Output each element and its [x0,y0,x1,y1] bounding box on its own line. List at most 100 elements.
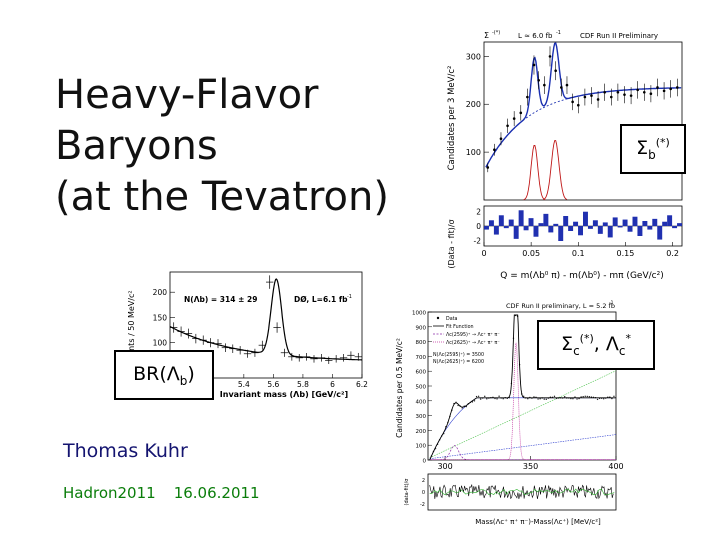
title-line-2: Baryons [55,123,218,169]
sigma-b-data-point [596,98,600,101]
sigma-c-data-point [461,407,463,409]
sigma-b-data-point [532,63,536,67]
lambda-b-y-tick-label: 100 [153,339,168,348]
sigma-c-data-point [457,404,459,407]
presentation-date: 16.06.2011 [173,484,260,502]
sigma-c-data-point [523,395,525,397]
lambda-b-yield: N(Λb) = 314 ± 29 [184,295,257,304]
sigma-b-resid-bar [583,211,588,226]
sigma-b-resid-bar [513,226,519,239]
sigma-b-plot: Σ -(*) L ≈ 6.0 fb -1 CDF Run II Prelimin… [432,28,688,281]
sigma-b-resid-bar [528,218,534,226]
sigma-c-2625-curve [429,342,616,461]
sigma-b-resid-bar [592,220,598,226]
sigma-c-data-point [475,395,478,398]
sigma-c-y-tick-label: 800 [416,340,427,346]
sigma-b-resid-bar [627,226,633,232]
sigma-b-data-point [583,95,587,99]
sigma-c-x-tick-label: 300 [437,462,452,471]
sigma-b-data-point [675,86,679,89]
sigma-c-y-tick-label: 700 [416,355,427,361]
title-line-1: Heavy-Flavor [55,72,319,118]
sigma-b-resid-bar [558,226,564,241]
sigma-b-x-tick-label: 0.2 [666,249,679,258]
sigma-c-header: CDF Run II preliminary, L = 5.2 fb [506,302,615,310]
sigma-b-data-point [493,148,496,152]
sigma-c-y-tick-label: 400 [416,399,427,405]
sigma-c-data-point [477,395,480,398]
lambda-b-y-tick-label: 200 [153,288,168,297]
sigma-b-header: Σ -(*) L ≈ 6.0 fb -1 CDF Run II Prelimin… [484,30,658,40]
sigma-c-data-point [537,398,539,400]
sigma-b-resid-bar [488,220,494,226]
sigma-c-legend-entry: Data [446,316,458,322]
sigma-b-resid-bar [612,217,618,226]
sigma-b-data-point [548,55,552,58]
sigma-b-resid-bar [543,213,549,226]
sigma-c-data-point [586,395,588,398]
sigma-b-resid-bar [508,219,514,226]
sigma-c-data-point [570,397,572,400]
sigma-c-y-tick-label: 100 [416,444,427,450]
sigma-b-resid-bar [538,223,544,226]
sigma-b-header-lumi-sup: -1 [556,30,561,36]
sigma-c-data-point [543,398,545,400]
sigma-c-resid-tick-label: 2 [422,478,425,484]
sigma-b-resid-bar [503,226,509,229]
sigma-b-data-point [669,87,672,91]
lambda-b-x-tick-label: 5.8 [297,380,309,389]
title-line-3: (at the Tevatron) [55,174,389,220]
sigma-b-data-point [571,100,574,104]
sigma-b-fit-curve [485,42,682,168]
sigma-c-ylabel: Candidates per 0.5 MeV/c² [395,338,404,438]
sigma-b-data-point [537,79,540,82]
slide-title: Heavy-Flavor Baryons (at the Tevatron) [55,70,389,223]
sigma-c-data-point [496,398,498,400]
sigma-c-resid-label: (data-fit)/σ [404,478,410,506]
sigma-c-data-point [553,395,556,398]
sigma-b-resid-bar [617,226,623,228]
sigma-b-resid-bar [662,221,668,226]
sigma-b-header-exp: CDF Run II Preliminary [580,32,658,40]
sigma-c-chart: CDF Run II preliminary, L = 5.2 fb -1 Ca… [395,300,624,526]
sigma-b-data-point [576,103,580,107]
sigma-c-x-tick-label: 350 [523,462,538,471]
sigma-b-resid-bar [498,215,504,226]
sigma-b-xlabel: Q = m(Λb⁰ π) - m(Λb⁰) - mπ (GeV/c²) [500,271,663,281]
sigma-b-data-point [543,83,546,87]
sigma-b-header-symbol: Σ [484,31,489,40]
sigma-c-data-point [613,395,615,398]
sigma-c-xlabel: Mass(Λc⁺ π⁺ π⁻)-Mass(Λc⁺) [MeV/c²] [475,518,601,526]
sigma-c-data-point [580,396,582,398]
sigma-b-resid-bar [672,226,678,229]
lambda-b-xlabel: Invariant mass (Λb) [GeV/c²] [220,390,348,399]
sigma-b-data-point [656,86,659,89]
sigma-b-resid-label: (Data - fit)/σ [447,219,456,268]
sigma-c-label: Σc(*), Λc* [561,332,631,358]
sigma-c-data-point [486,398,488,400]
sigma-b-frame [483,41,683,201]
sigma-b-data-point [642,90,646,94]
sigma-c-data-point [576,398,578,400]
lambda-b-frame [169,271,363,379]
sigma-b-label: Σb(*) [636,136,670,162]
sigma-c-data-point [602,398,605,400]
lambda-b-plot: Events / 50 MeV/c² Invariant mass (Λb) [… [122,268,370,399]
sigma-b-data-point [560,86,563,89]
sigma-c-blue-bg-curve [429,434,617,459]
sigma-b-resid-bar [568,226,574,231]
sigma-c-data-point [484,395,486,398]
sigma-b-x-tick-label: 0 [481,249,486,258]
sigma-b-resid-bar [657,226,663,240]
sigma-b-data-point [629,94,633,97]
sigma-c-data-point [527,397,529,400]
lambda-b-lumi-sup: -1 [347,294,352,300]
sigma-b-resid-bar [493,226,499,235]
sigma-b-resid-bar [637,226,643,236]
sigma-c-data-point [572,397,574,400]
sigma-b-data-point [486,166,490,169]
sigma-b-data-point [603,90,606,94]
sigma-c-resid-frame [427,473,617,511]
sigma-c-combinatorial-curve [429,397,616,461]
sigma-c-y-tick-label: 200 [416,429,427,435]
